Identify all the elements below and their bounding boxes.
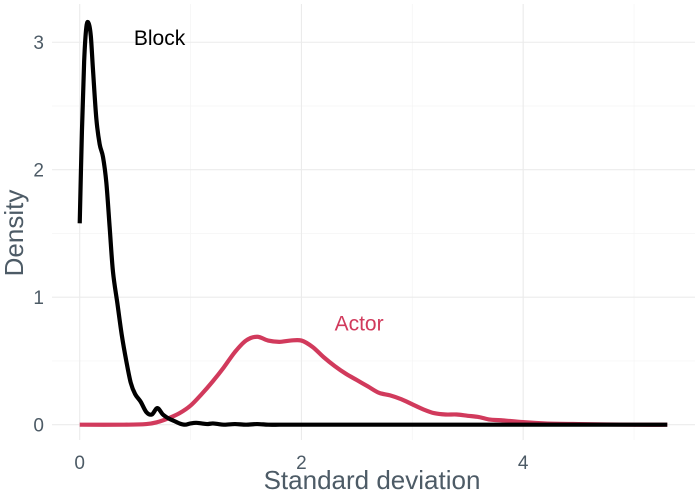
x-tick-label: 4 — [518, 453, 529, 474]
tick-labels: 0 2 4 0 1 2 3 — [33, 33, 528, 474]
series-line-actor — [79, 334, 668, 427]
plot-area: Block Actor — [77, 19, 668, 427]
y-axis-title: Density — [0, 190, 29, 277]
y-tick-label: 2 — [33, 161, 44, 182]
x-axis-title: Standard deviation — [264, 465, 481, 495]
y-tick-label: 1 — [33, 288, 44, 309]
y-tick-label: 3 — [33, 33, 44, 54]
x-tick-label: 2 — [296, 453, 307, 474]
x-tick-label: 0 — [74, 453, 85, 474]
series-label-actor: Actor — [335, 312, 384, 335]
series-line-block — [77, 19, 668, 427]
y-tick-label: 0 — [33, 416, 44, 437]
grid — [52, 4, 695, 440]
series-label-block: Block — [134, 27, 186, 50]
